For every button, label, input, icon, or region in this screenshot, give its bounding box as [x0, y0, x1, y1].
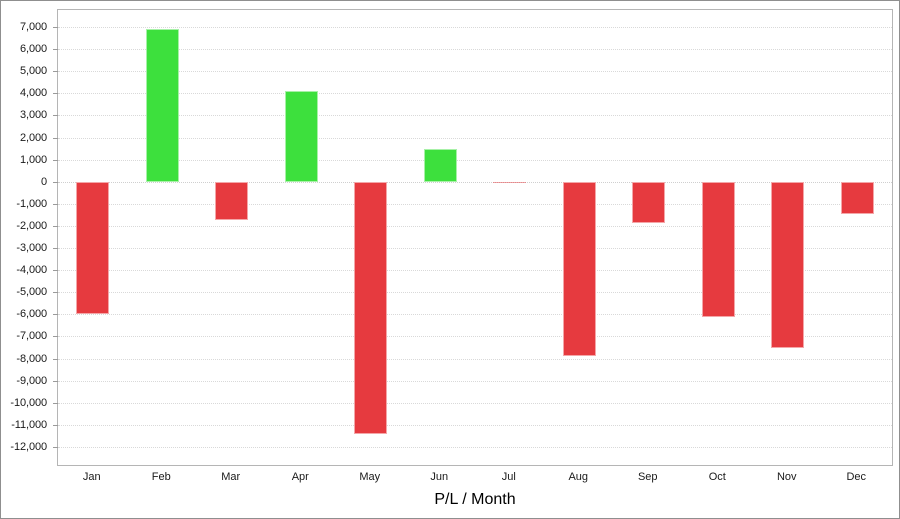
y-axis-tick-mark: [53, 292, 58, 294]
bar-may[interactable]: [354, 181, 388, 434]
y-axis-tick-label: 6,000: [19, 43, 47, 56]
x-axis-tick-label-mar: Mar: [221, 471, 241, 483]
y-axis-tick-mark: [53, 447, 58, 448]
y-axis-tick-mark: [53, 336, 58, 338]
y-axis-tick-label: 2,000: [19, 131, 47, 144]
y-axis-tick-label: -1,000: [16, 197, 47, 210]
plot-area: [58, 10, 892, 465]
y-axis-tick-label: -11,000: [11, 418, 47, 431]
y-axis-tick-label: -4,000: [16, 264, 47, 277]
gridline: [58, 181, 892, 183]
x-axis-tick-label-nov: Nov: [776, 471, 797, 483]
gridline: [58, 248, 892, 250]
x-axis: Jan Feb Mar Apr May Jun Jul Aug Sep Oct Nov Dec: [57, 471, 893, 491]
gridline: [58, 27, 892, 28]
bar-jan[interactable]: [76, 181, 110, 315]
gridline: [58, 380, 892, 382]
y-axis-tick-label: 3,000: [19, 109, 47, 122]
gridline: [58, 159, 892, 161]
bar-jul[interactable]: [493, 181, 527, 183]
y-axis: 7,000 6,000 5,000 4,000 3,000 2,000 1,000 0 -1,0…: [1, 9, 53, 466]
y-axis-tick-label: -7,000: [16, 330, 47, 343]
y-axis-tick-label: -8,000: [16, 352, 47, 365]
y-axis-tick-mark: [53, 424, 58, 426]
y-axis-tick-label: -9,000: [16, 374, 47, 387]
y-axis-tick-mark: [53, 270, 58, 272]
x-axis-tick-label-dec: Dec: [846, 471, 867, 483]
bar-nov[interactable]: [771, 181, 805, 348]
y-axis-tick-label: -10,000: [10, 396, 47, 409]
y-axis-tick-mark: [53, 203, 58, 205]
y-axis-tick-mark: [53, 159, 58, 161]
bar-aug[interactable]: [562, 181, 596, 357]
y-axis-tick-mark: [53, 137, 58, 139]
y-axis-tick-label: 5,000: [19, 65, 47, 78]
y-axis-tick-mark: [53, 71, 58, 73]
gridline: [58, 292, 892, 294]
gridline: [58, 203, 892, 205]
gridline: [58, 71, 892, 73]
bar-sep[interactable]: [632, 181, 666, 224]
gridline: [58, 270, 892, 272]
bar-oct[interactable]: [701, 181, 735, 317]
gridline: [58, 314, 892, 316]
y-axis-tick-mark: [53, 358, 58, 360]
gridline: [58, 137, 892, 139]
bar-apr[interactable]: [284, 91, 318, 182]
y-axis-tick-label: -12,000: [10, 441, 47, 453]
gridline: [58, 225, 892, 227]
gridline: [58, 424, 892, 426]
y-axis-tick-label: -2,000: [16, 219, 47, 232]
bar-feb[interactable]: [145, 29, 179, 182]
y-axis-tick-mark: [53, 225, 58, 227]
y-axis-tick-mark: [53, 314, 58, 316]
x-axis-tick-label-apr: Apr: [291, 471, 309, 483]
y-axis-tick-mark: [53, 380, 58, 382]
gridline: [58, 358, 892, 360]
gridline: [58, 49, 892, 51]
y-axis-tick-mark: [53, 27, 58, 28]
y-axis-tick-mark: [53, 248, 58, 250]
gridline: [58, 402, 892, 404]
y-axis-tick-mark: [53, 115, 58, 117]
x-axis-tick-label-oct: Oct: [708, 471, 726, 483]
y-axis-tick-label: -3,000: [16, 242, 47, 255]
bar-mar[interactable]: [215, 181, 249, 221]
y-axis-tick-mark: [53, 93, 58, 95]
y-axis-tick-label: -6,000: [16, 308, 47, 321]
y-axis-tick-label: 0: [40, 175, 47, 188]
x-axis-tick-label-feb: Feb: [151, 471, 171, 483]
x-axis-tick-label-jan: Jan: [82, 471, 101, 483]
x-axis-tick-label-jul: Jul: [501, 471, 516, 483]
y-axis-tick-label: 7,000: [19, 21, 47, 33]
gridline: [58, 115, 892, 117]
x-axis-title: P/L / Month: [434, 491, 516, 508]
y-axis-tick-mark: [53, 402, 58, 404]
gridline: [58, 336, 892, 338]
x-axis-tick-label-may: May: [359, 471, 381, 483]
gridline: [58, 93, 892, 95]
plot-frame: [53, 9, 893, 466]
y-axis-tick-mark: [53, 49, 58, 51]
bar-dec[interactable]: [840, 181, 874, 214]
y-axis-tick-label: 1,000: [19, 153, 47, 166]
x-axis-tick-label-aug: Aug: [568, 471, 589, 483]
x-axis-tick-label-jun: Jun: [430, 471, 449, 483]
gridline: [58, 447, 892, 448]
y-axis-tick-label: 4,000: [19, 87, 47, 100]
y-axis-tick-label: -5,000: [16, 286, 47, 299]
y-axis-tick-mark: [53, 181, 58, 183]
x-axis-tick-label-sep: Sep: [637, 471, 658, 483]
bar-jun[interactable]: [423, 148, 457, 182]
